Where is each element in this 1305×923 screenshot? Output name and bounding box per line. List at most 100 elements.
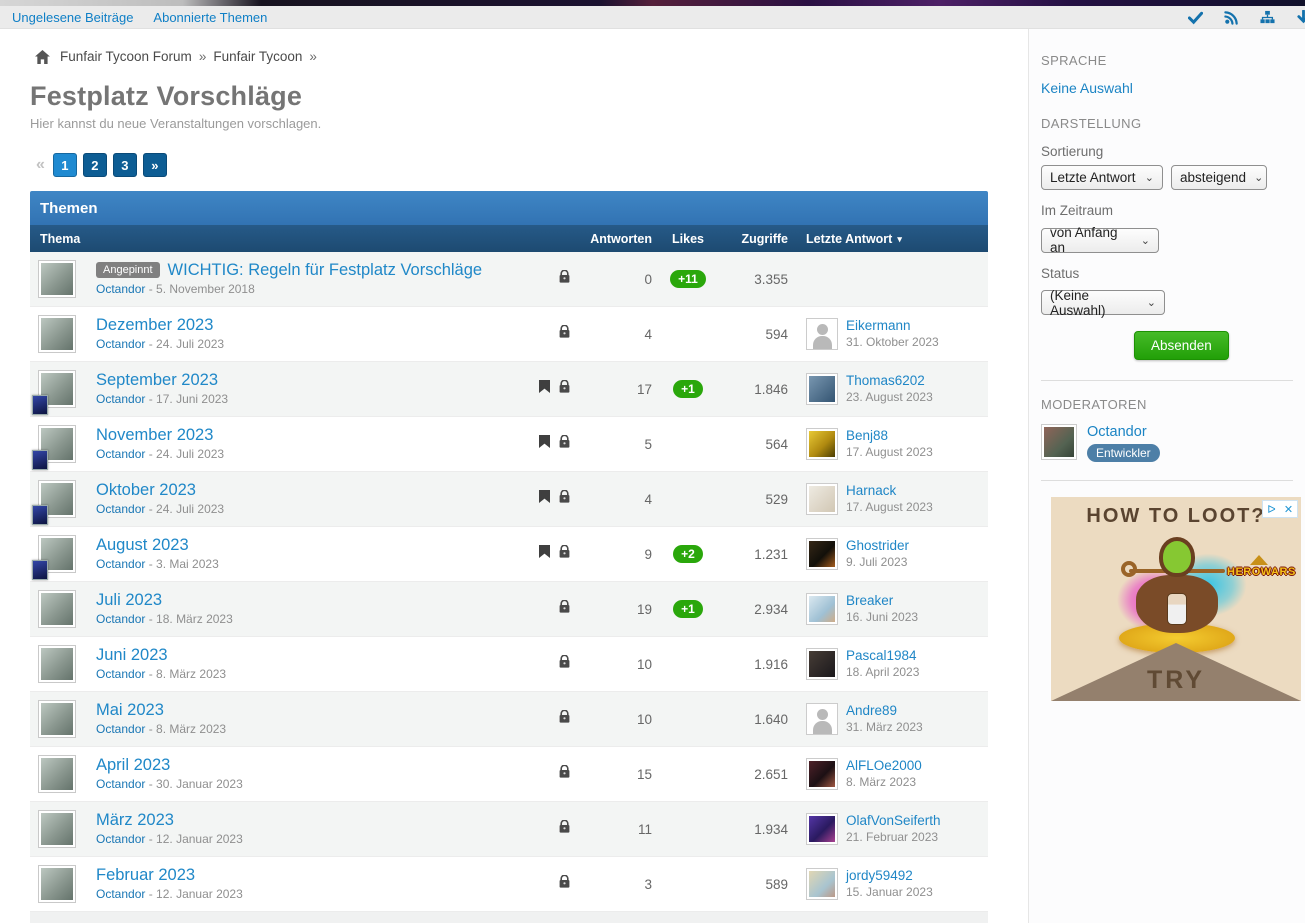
topic-author-link[interactable]: Octandor: [96, 501, 146, 516]
last-reply-avatar[interactable]: [806, 868, 838, 900]
topic-avatar[interactable]: [38, 645, 76, 683]
topic-author-link[interactable]: Octandor: [96, 446, 146, 461]
topic-status-icons: [522, 489, 578, 508]
topic-status-icons: [522, 379, 578, 398]
topic-avatar[interactable]: [38, 700, 76, 738]
topic-author-link[interactable]: Octandor: [96, 776, 146, 791]
advertisement[interactable]: HOW TO LOOT? ᐅ ✕ HEROWARS TRY: [1051, 497, 1301, 701]
topic-title-link[interactable]: November 2023: [96, 425, 214, 444]
lock-icon: [559, 324, 570, 343]
bookmark-icon: [539, 435, 550, 453]
topic-avatar[interactable]: [38, 755, 76, 793]
topic-avatar[interactable]: [38, 425, 76, 463]
topic-avatar-cell: [30, 700, 80, 738]
last-reply-cell: Andre89 31. März 2023: [792, 703, 988, 736]
last-reply-user-link[interactable]: jordy59492: [846, 867, 913, 883]
topic-author-link[interactable]: Octandor: [96, 831, 146, 846]
display-heading: DARSTELLUNG: [1041, 116, 1142, 131]
last-reply-avatar[interactable]: [806, 648, 838, 680]
column-antworten[interactable]: Antworten: [590, 231, 652, 246]
topic-row: August 2023 Octandor - 3. Mai 2023 9 +2 …: [30, 527, 988, 582]
topic-avatar[interactable]: [38, 810, 76, 848]
last-reply-date: 23. August 2023: [846, 389, 933, 404]
last-reply-avatar[interactable]: [806, 483, 838, 515]
last-reply-user-link[interactable]: OlafVonSeiferth: [846, 812, 941, 828]
topic-author-link[interactable]: Octandor: [96, 721, 146, 736]
last-reply-avatar[interactable]: [806, 538, 838, 570]
last-reply-user-link[interactable]: Eikermann: [846, 317, 911, 333]
topic-title-link[interactable]: Mai 2023: [96, 700, 164, 719]
adchoices-icon[interactable]: ᐅ: [1267, 503, 1276, 516]
last-reply-avatar[interactable]: [806, 318, 838, 350]
home-icon[interactable]: [35, 49, 50, 64]
last-reply-avatar[interactable]: [806, 758, 838, 790]
topic-title-link[interactable]: Juni 2023: [96, 645, 168, 664]
topic-author-link[interactable]: Octandor: [96, 611, 146, 626]
column-letzte-antwort[interactable]: Letzte Antwort ▾: [806, 231, 902, 246]
lock-icon: [559, 434, 570, 453]
byline-separator: -: [148, 501, 153, 516]
last-reply-info: Pascal1984 18. April 2023: [806, 648, 919, 681]
next-page-button[interactable]: »: [142, 153, 167, 177]
last-reply-user-link[interactable]: Andre89: [846, 702, 898, 718]
last-reply-avatar[interactable]: [806, 373, 838, 405]
last-reply-user-link[interactable]: AlFLOe2000: [846, 757, 922, 773]
topic-author-link[interactable]: Octandor: [96, 281, 146, 296]
topic-author-link[interactable]: Octandor: [96, 886, 146, 901]
last-reply-user-link[interactable]: Pascal1984: [846, 647, 917, 663]
topic-author-link[interactable]: Octandor: [96, 666, 146, 681]
submit-button[interactable]: Absenden: [1134, 331, 1229, 360]
topic-avatar-cell: [30, 645, 80, 683]
page-button[interactable]: 1: [52, 153, 77, 177]
last-reply-avatar[interactable]: [806, 813, 838, 845]
topic-title-link[interactable]: Juli 2023: [96, 590, 163, 609]
period-select[interactable]: von Anfang an ⌄: [1041, 225, 1159, 255]
unread-posts-link[interactable]: Ungelesene Beiträge: [12, 9, 134, 25]
last-reply-user-link[interactable]: Harnack: [846, 482, 897, 498]
topic-author-link[interactable]: Octandor: [96, 336, 146, 351]
last-reply-cell: Harnack 17. August 2023: [792, 483, 988, 516]
topic-avatar[interactable]: [38, 260, 76, 298]
last-reply-avatar[interactable]: [806, 593, 838, 625]
moderator-avatar[interactable]: [1041, 424, 1077, 460]
topic-avatar[interactable]: [38, 315, 76, 353]
language-selection-link[interactable]: Keine Auswahl: [1041, 80, 1133, 96]
topic-author-link[interactable]: Octandor: [96, 556, 146, 571]
topic-title-link[interactable]: April 2023: [96, 755, 171, 774]
rss-feed-icon[interactable]: [1224, 10, 1239, 25]
last-reply-cell: Eikermann 31. Oktober 2023: [792, 318, 988, 351]
column-zugriffe[interactable]: Zugriffe: [741, 231, 788, 246]
status-select[interactable]: (Keine Auswahl) ⌄: [1041, 288, 1165, 318]
sort-field-select[interactable]: Letzte Antwort ⌄: [1041, 165, 1163, 190]
page-button[interactable]: 3: [112, 153, 137, 177]
topic-avatar[interactable]: [38, 590, 76, 628]
moderator-name-link[interactable]: Octandor: [1087, 424, 1147, 440]
last-reply-avatar[interactable]: [806, 703, 838, 735]
breadcrumb-forum-sub[interactable]: Funfair Tycoon: [213, 49, 303, 64]
topic-title-link[interactable]: WICHTIG: Regeln für Festplatz Vorschläge: [167, 260, 483, 279]
topic-avatar[interactable]: [38, 535, 76, 573]
topic-title-link[interactable]: August 2023: [96, 535, 189, 554]
topic-title-link[interactable]: September 2023: [96, 370, 219, 389]
sitemap-icon[interactable]: [1260, 10, 1275, 25]
subscribed-topics-link[interactable]: Abonnierte Themen: [153, 9, 268, 25]
last-reply-avatar[interactable]: [806, 428, 838, 460]
topic-author-link[interactable]: Octandor: [96, 391, 146, 406]
last-reply-user-link[interactable]: Ghostrider: [846, 537, 910, 553]
topic-title-link[interactable]: Oktober 2023: [96, 480, 196, 499]
last-reply-user-link[interactable]: Breaker: [846, 592, 894, 608]
topic-title-link[interactable]: Dezember 2023: [96, 315, 214, 334]
jump-arrow-icon[interactable]: [1296, 9, 1305, 25]
topic-main-cell: Juni 2023 Octandor - 8. März 2023: [80, 646, 522, 683]
topic-avatar[interactable]: [38, 865, 76, 903]
topic-title-link[interactable]: März 2023: [96, 810, 174, 829]
ad-close-icon[interactable]: ✕: [1283, 503, 1294, 516]
last-reply-user-link[interactable]: Thomas6202: [846, 372, 925, 388]
last-reply-user-link[interactable]: Benj88: [846, 427, 889, 443]
column-likes[interactable]: Likes: [672, 231, 704, 246]
topic-title-link[interactable]: Februar 2023: [96, 865, 196, 884]
mark-read-check-icon[interactable]: [1188, 10, 1203, 25]
sort-direction-select[interactable]: absteigend ⌄: [1171, 165, 1267, 190]
breadcrumb-forum-root[interactable]: Funfair Tycoon Forum: [60, 49, 192, 64]
page-button[interactable]: 2: [82, 153, 107, 177]
